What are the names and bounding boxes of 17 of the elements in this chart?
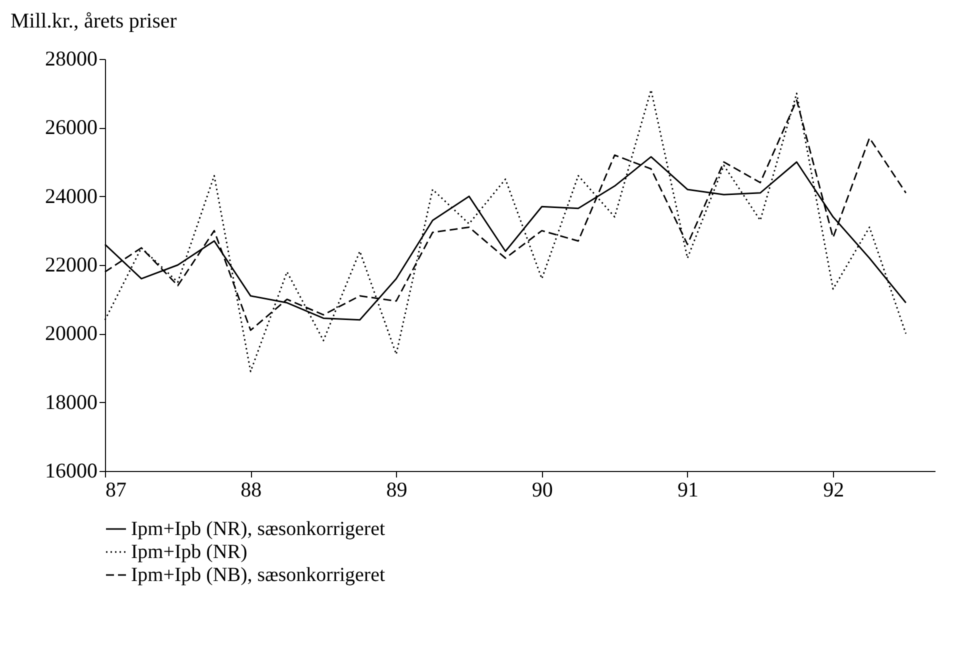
y-tick-label: 16000 — [45, 458, 98, 482]
x-tick-label: 88 — [240, 478, 262, 502]
y-axis-title: Mill.kr., årets priser — [10, 8, 177, 32]
x-tick-label: 91 — [677, 478, 698, 502]
x-tick-label: 90 — [532, 478, 553, 502]
x-tick-label: 92 — [823, 478, 844, 502]
y-tick-label: 18000 — [45, 390, 98, 414]
y-tick-label: 26000 — [45, 115, 98, 140]
legend-label: Ipm+Ipb (NR), sæsonkorrigeret — [131, 518, 386, 540]
y-tick-label: 24000 — [45, 184, 98, 208]
x-tick-label: 87 — [106, 478, 126, 502]
y-tick-label: 22000 — [45, 252, 98, 276]
y-tick-label: 20000 — [45, 321, 98, 346]
legend-label: Ipm+Ipb (NB), sæsonkorrigeret — [131, 564, 386, 586]
x-tick-label: 89 — [386, 478, 408, 502]
y-tick-label: 28000 — [45, 46, 98, 70]
legend-label: Ipm+Ipb (NR) — [131, 541, 248, 563]
